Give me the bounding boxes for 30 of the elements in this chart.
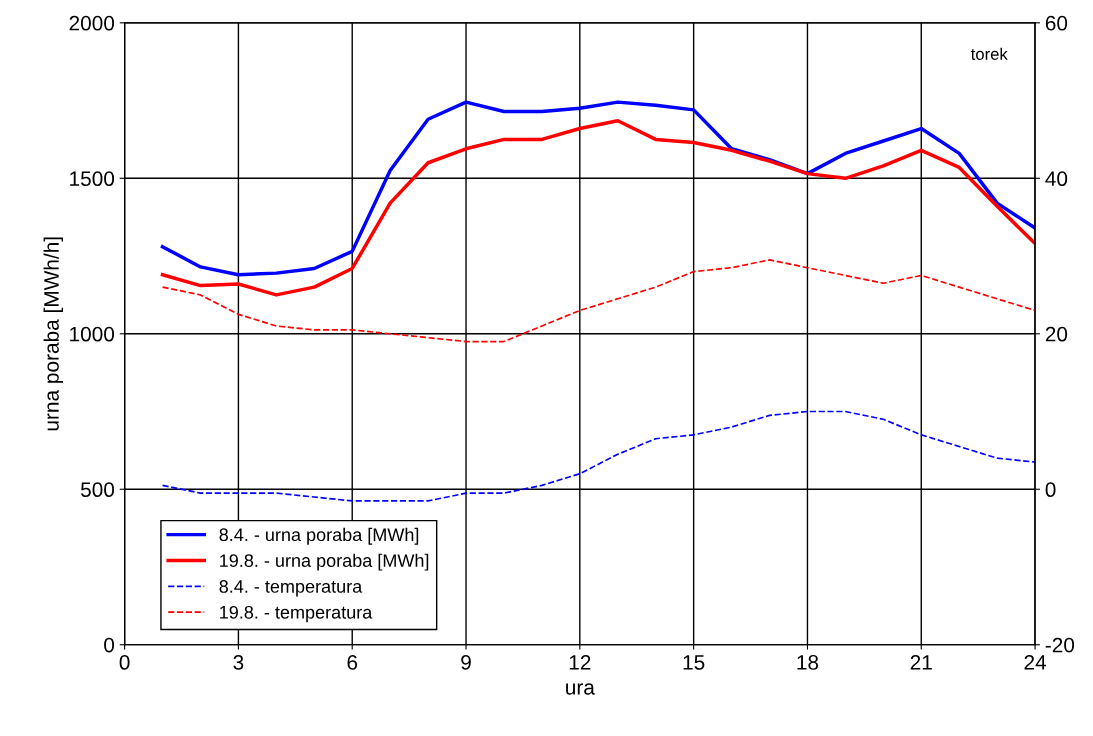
x-axis-title: ura [566, 683, 595, 695]
legend-label: 8.4. - temperatura [219, 580, 363, 597]
y-tick-label: 2000 [69, 15, 115, 31]
y2-tick-label: 40 [1045, 171, 1068, 187]
x-tick-label: 3 [233, 655, 244, 670]
y-tick-label: 0 [104, 637, 115, 653]
x-tick-label: 0 [119, 655, 130, 670]
y-tick-label: 1000 [70, 326, 115, 342]
line-series [160, 100, 1036, 277]
y-axis-title: urna poraba [MWh/h] [43, 237, 63, 431]
y2-tick-label: 0 [1045, 482, 1056, 498]
x-tick-label: 18 [797, 655, 819, 670]
y2-tick-label: -20 [1045, 637, 1075, 653]
x-tick-label: 12 [569, 655, 591, 670]
line-series [161, 259, 1036, 343]
legend-label: 19.8. - temperatura [220, 605, 373, 623]
y2-tick-label: 60 [1045, 15, 1068, 31]
x-tick-label: 21 [910, 655, 932, 670]
x-tick-label: 9 [461, 655, 471, 670]
legend-label: 19.8. - urna poraba [MWh] [220, 553, 429, 571]
line-series [160, 119, 1036, 297]
y2-tick-label: 20 [1045, 326, 1068, 342]
x-tick-label: 24 [1024, 655, 1047, 670]
line-series [161, 410, 1036, 502]
annotation: torek [970, 47, 1008, 60]
x-tick-label: 6 [347, 655, 358, 670]
x-tick-label: 15 [683, 655, 705, 670]
y-tick-label: 1500 [70, 171, 115, 187]
y-tick-label: 500 [80, 482, 115, 498]
legend-label: 8.4. - urna poraba [MWh] [219, 527, 419, 545]
